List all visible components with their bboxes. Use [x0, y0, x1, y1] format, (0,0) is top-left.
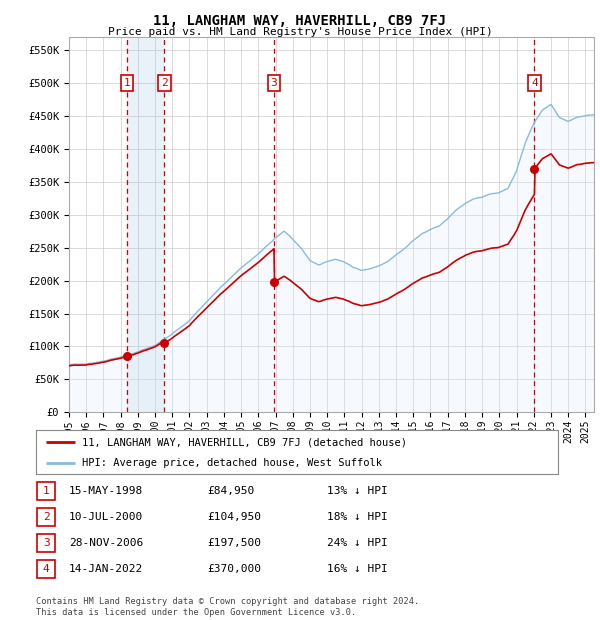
Text: 1: 1 [43, 486, 50, 496]
Text: £84,950: £84,950 [207, 486, 254, 496]
Text: £370,000: £370,000 [207, 564, 261, 574]
Text: 13% ↓ HPI: 13% ↓ HPI [327, 486, 388, 496]
Text: 4: 4 [43, 564, 50, 574]
Text: 3: 3 [43, 538, 50, 548]
Text: 4: 4 [531, 78, 538, 88]
Text: 11, LANGHAM WAY, HAVERHILL, CB9 7FJ: 11, LANGHAM WAY, HAVERHILL, CB9 7FJ [154, 14, 446, 28]
Text: 11, LANGHAM WAY, HAVERHILL, CB9 7FJ (detached house): 11, LANGHAM WAY, HAVERHILL, CB9 7FJ (det… [82, 437, 407, 447]
Text: 28-NOV-2006: 28-NOV-2006 [69, 538, 143, 548]
Text: £197,500: £197,500 [207, 538, 261, 548]
Text: £104,950: £104,950 [207, 512, 261, 522]
Text: 15-MAY-1998: 15-MAY-1998 [69, 486, 143, 496]
Text: 1: 1 [124, 78, 130, 88]
Text: 2: 2 [43, 512, 50, 522]
Text: 3: 3 [271, 78, 277, 88]
Text: Price paid vs. HM Land Registry's House Price Index (HPI): Price paid vs. HM Land Registry's House … [107, 27, 493, 37]
Text: Contains HM Land Registry data © Crown copyright and database right 2024.
This d: Contains HM Land Registry data © Crown c… [36, 598, 419, 617]
Text: 24% ↓ HPI: 24% ↓ HPI [327, 538, 388, 548]
Bar [127, 37, 164, 412]
Text: HPI: Average price, detached house, West Suffolk: HPI: Average price, detached house, West… [82, 458, 382, 468]
Text: 18% ↓ HPI: 18% ↓ HPI [327, 512, 388, 522]
Text: 2: 2 [161, 78, 168, 88]
Text: 16% ↓ HPI: 16% ↓ HPI [327, 564, 388, 574]
Text: 14-JAN-2022: 14-JAN-2022 [69, 564, 143, 574]
Text: 10-JUL-2000: 10-JUL-2000 [69, 512, 143, 522]
